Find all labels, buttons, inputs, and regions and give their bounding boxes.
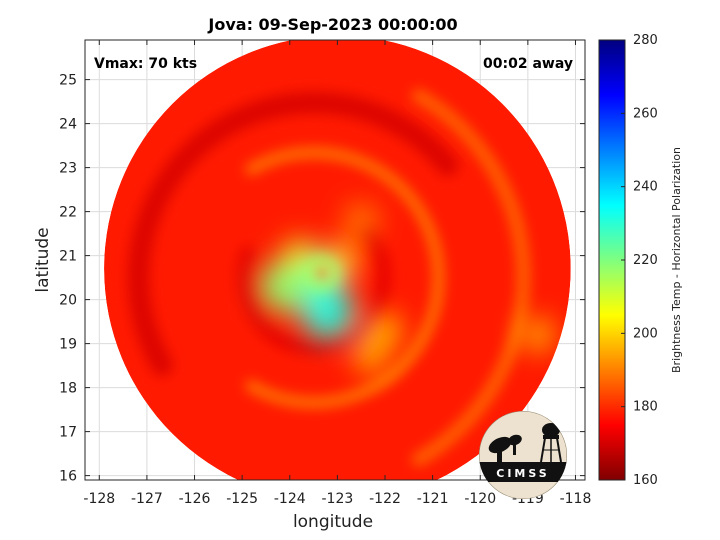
y-tick-label: 18 — [59, 381, 77, 397]
x-tick-label: -128 — [83, 491, 115, 507]
time-offset-annotation: 00:02 away — [483, 56, 573, 72]
convective-cell — [301, 286, 354, 339]
y-tick-label: 19 — [59, 337, 77, 353]
x-axis: -128 -127 -126 -125 -124 -123 -122 -121 -120 -119… — [83, 40, 591, 507]
x-tick-label: -127 — [131, 491, 163, 507]
rain-band — [411, 88, 531, 467]
x-tick-label: -126 — [179, 491, 211, 507]
colorbar-tick-label: 160 — [633, 473, 658, 488]
colorbar: 160 180 200 220 240 260 280 Brightness Temp - … — [598, 33, 683, 488]
rain-band — [235, 224, 392, 356]
convective-cell — [369, 314, 401, 347]
x-tick-label: -118 — [560, 491, 592, 507]
vmax-annotation: Vmax: 70 kts — [94, 56, 197, 72]
rain-band — [127, 91, 459, 377]
x-tick-label: -125 — [226, 491, 258, 507]
eye — [315, 267, 328, 280]
y-tick-label: 16 — [59, 469, 77, 485]
x-tick-label: -121 — [417, 491, 449, 507]
colorbar-tick-label: 260 — [633, 106, 658, 121]
colorbar-tick-label: 200 — [633, 326, 658, 341]
x-axis-label: longitude — [293, 512, 373, 532]
convective-cell — [259, 260, 311, 313]
y-tick-label: 25 — [59, 73, 77, 89]
y-tick-label: 23 — [59, 161, 77, 177]
colorbar-tick-label: 180 — [633, 400, 658, 415]
eye-ring — [304, 256, 339, 291]
axes-frame — [84, 39, 586, 481]
x-tick-label: -122 — [369, 491, 401, 507]
eye-wall — [304, 256, 339, 291]
cimss-logo-text: CIMSS — [496, 467, 549, 480]
y-tick-label: 22 — [59, 205, 77, 221]
convective-cell — [283, 239, 316, 272]
colorbar-ticks: 160 180 200 220 240 260 280 — [621, 33, 658, 488]
y-tick-label: 24 — [59, 117, 77, 133]
colorbar-tick-label: 280 — [633, 33, 658, 48]
x-tick-label: -123 — [321, 491, 353, 507]
rain-bands — [127, 88, 531, 467]
y-tick-label: 17 — [59, 425, 77, 441]
convective-cell — [345, 204, 378, 237]
y-axis-label: latitude — [33, 227, 53, 292]
swath-image — [104, 40, 571, 480]
chart-title: Jova: 09-Sep-2023 00:00:00 — [207, 15, 457, 34]
colorbar-tick-label: 220 — [633, 253, 658, 268]
convective-cell — [354, 340, 387, 373]
cimss-logo: CIMSS — [479, 411, 567, 499]
colorbar-gradient — [598, 39, 626, 481]
colorbar-label: Brightness Temp - Horizontal Polarizatio… — [670, 147, 683, 373]
x-tick-label: -120 — [464, 491, 496, 507]
y-tick-label: 21 — [59, 249, 77, 265]
x-tick-label: -124 — [274, 491, 306, 507]
colorbar-tick-label: 240 — [633, 180, 658, 195]
y-tick-label: 20 — [59, 293, 77, 309]
convective-cell — [521, 318, 554, 351]
y-axis: 16 17 18 19 20 21 22 23 24 25 — [59, 73, 585, 485]
rain-band — [245, 146, 445, 409]
